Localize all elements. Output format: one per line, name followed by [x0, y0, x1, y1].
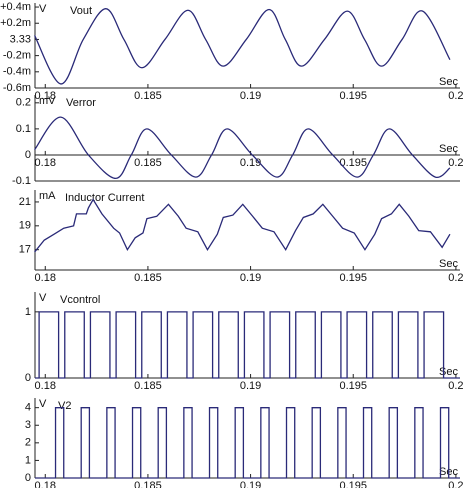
- y-tick-label: 3: [25, 419, 31, 431]
- x-tick-label: 0.195: [339, 380, 367, 392]
- x-tick-label: 0.185: [134, 157, 162, 169]
- y-tick-label: -0.6m: [3, 82, 31, 94]
- x-tick-label: 0.18: [35, 380, 56, 392]
- x-tick-label: 0.19: [240, 380, 261, 392]
- y-tick-label: 17: [19, 244, 31, 256]
- x-axis-label: Sec: [439, 258, 458, 270]
- x-tick-label: 0.185: [134, 272, 162, 284]
- unit-label: mA: [39, 190, 56, 202]
- x-tick-label: 0.2: [448, 272, 463, 284]
- y-tick-label: 1: [25, 306, 31, 318]
- y-tick-label: 0.2: [16, 97, 31, 109]
- y-tick-label: +0.4m: [0, 1, 31, 13]
- panel-title: Inductor Current: [65, 192, 144, 204]
- y-tick-label: 4: [25, 402, 31, 414]
- x-tick-label: 0.19: [240, 90, 261, 102]
- x-tick-label: 0.18: [35, 157, 56, 169]
- waveform: [35, 407, 460, 479]
- y-tick-label: +0.2m: [0, 17, 31, 29]
- waveform: [34, 116, 451, 180]
- x-tick-label: 0.195: [339, 480, 367, 488]
- y-tick-label: 3.33: [10, 33, 31, 45]
- y-tick-label: -0.4m: [3, 66, 31, 78]
- x-tick-label: 0.185: [134, 480, 162, 488]
- x-tick-label: 0.19: [240, 157, 261, 169]
- x-axis-label: Sec: [439, 366, 458, 378]
- x-tick-label: 0.19: [240, 272, 261, 284]
- x-tick-label: 0.2: [448, 157, 463, 169]
- x-tick-label: 0.19: [240, 480, 261, 488]
- panel-title: Vout: [70, 5, 92, 17]
- x-tick-label: 0.2: [448, 380, 463, 392]
- x-tick-label: 0.195: [339, 90, 367, 102]
- unit-label: V: [39, 292, 47, 304]
- y-tick-label: 0: [25, 149, 31, 161]
- unit-label: V: [39, 398, 47, 410]
- y-tick-label: 19: [19, 220, 31, 232]
- unit-label: V: [39, 3, 47, 15]
- y-tick-label: -0.2m: [3, 50, 31, 62]
- panel-title: Vcontrol: [60, 294, 100, 306]
- x-axis-label: Sec: [439, 76, 458, 88]
- x-tick-label: 0.18: [35, 90, 56, 102]
- y-tick-label: 0: [25, 372, 31, 384]
- x-tick-label: 0.185: [134, 90, 162, 102]
- y-tick-label: 0.1: [16, 123, 31, 135]
- x-tick-label: 0.185: [134, 380, 162, 392]
- x-axis-label: Sec: [439, 143, 458, 155]
- y-tick-label: 1: [25, 454, 31, 466]
- x-tick-label: 0.2: [448, 90, 463, 102]
- panel-title: Verror: [66, 97, 96, 109]
- y-tick-label: -0.1: [12, 175, 31, 187]
- x-tick-label: 0.195: [339, 272, 367, 284]
- waveform: [35, 311, 460, 379]
- x-tick-label: 0.2: [448, 480, 463, 488]
- x-tick-label: 0.18: [35, 480, 56, 488]
- waveform: [34, 198, 451, 253]
- waveform: [34, 8, 451, 85]
- panel-title: V2: [58, 400, 71, 412]
- x-tick-label: 0.195: [339, 157, 367, 169]
- y-tick-label: 21: [19, 196, 31, 208]
- unit-label: mV: [39, 95, 56, 107]
- y-tick-label: 2: [25, 437, 31, 449]
- y-tick-label: 0: [25, 472, 31, 484]
- x-tick-label: 0.18: [35, 272, 56, 284]
